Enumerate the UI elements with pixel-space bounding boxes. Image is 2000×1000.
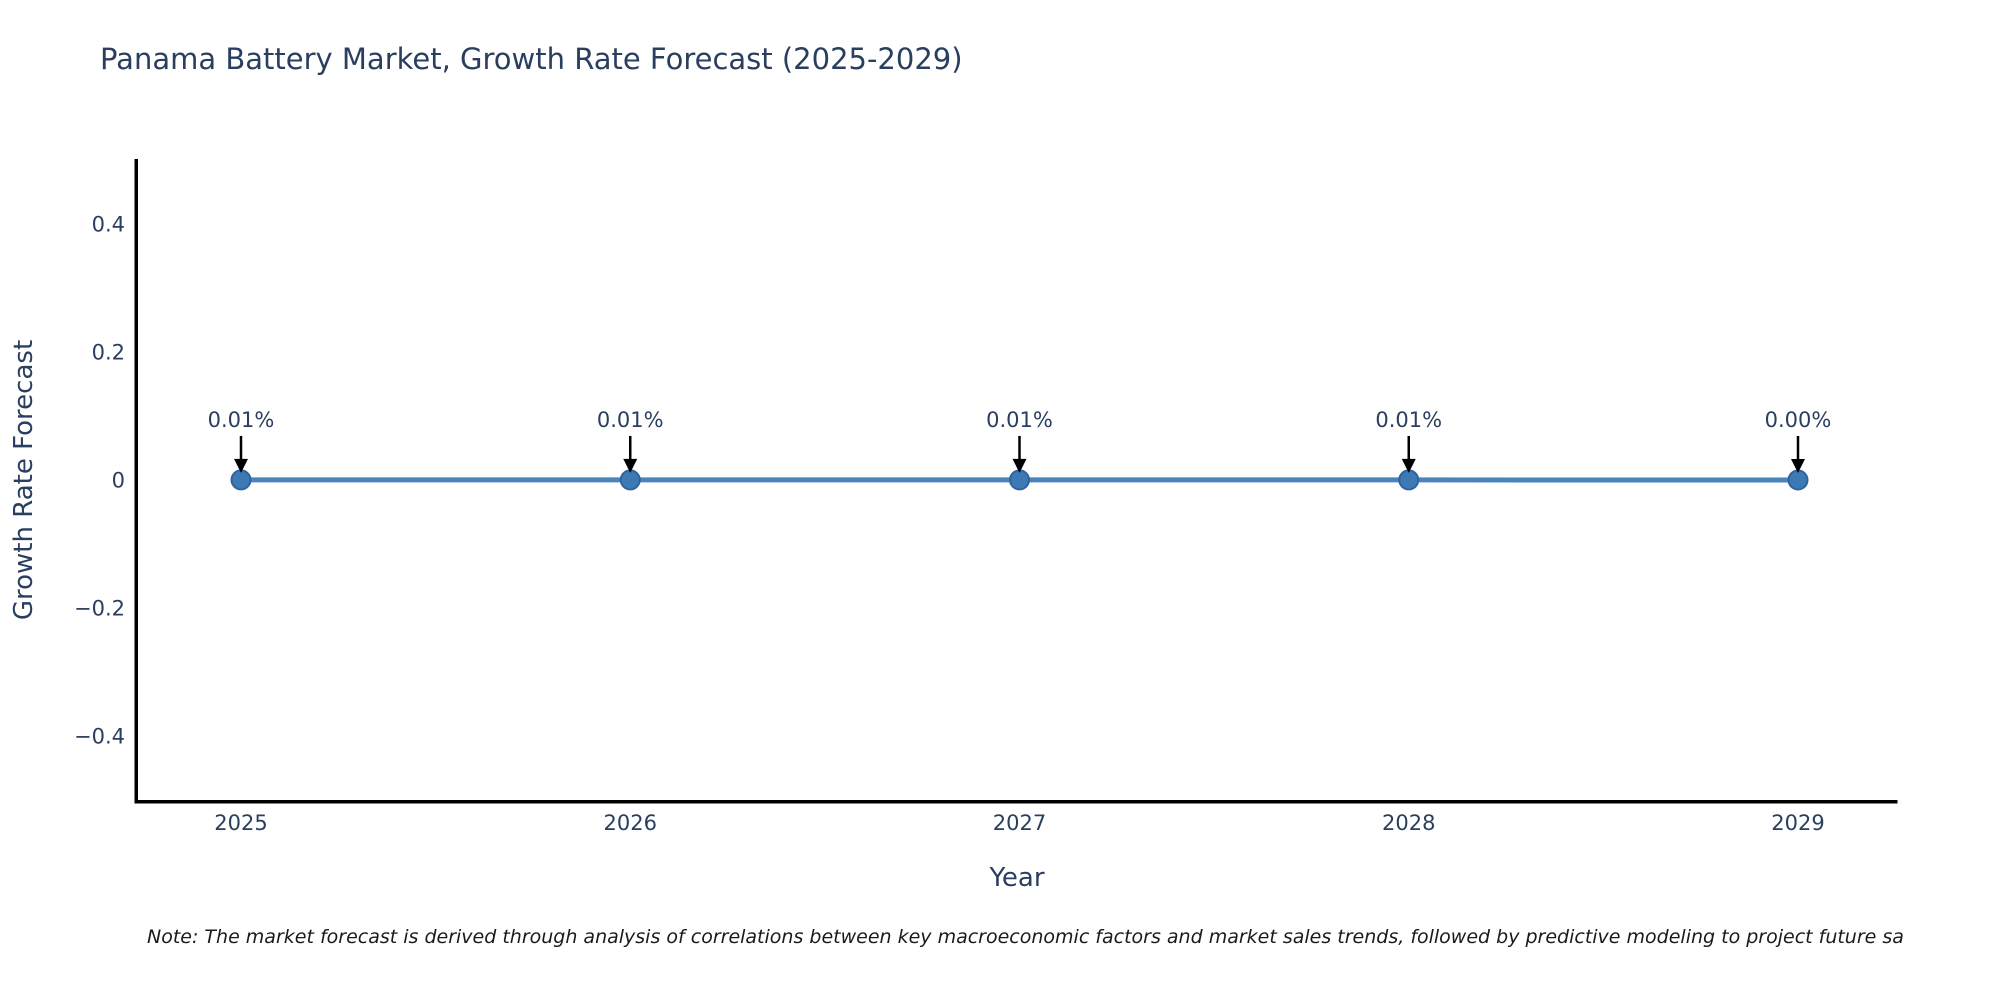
point-value-label: 0.01%	[208, 408, 275, 432]
annotation-arrow-head	[1401, 458, 1416, 473]
y-axis-line	[134, 159, 138, 804]
data-point-2028	[1398, 469, 1420, 491]
data-point-2025	[230, 469, 252, 491]
footnote: Note: The market forecast is derived thr…	[147, 926, 1904, 948]
y-tick-label: 0	[112, 469, 125, 493]
y-tick-labels: 0.4 0.2 0 −0.2 −0.4	[74, 213, 125, 749]
y-tick-label: −0.4	[74, 725, 125, 749]
x-tick-label: 2027	[993, 811, 1046, 835]
x-tick-label: 2025	[214, 811, 267, 835]
point-value-label: 0.00%	[1765, 408, 1832, 432]
annotation-arrow-head	[1791, 459, 1805, 473]
point-annotations: 0.01% 0.01% 0.01% 0.01% 0.00%	[208, 408, 1832, 473]
x-tick-label: 2029	[1771, 811, 1824, 835]
x-tick-label: 2026	[604, 811, 657, 835]
x-axis-title: Year	[988, 863, 1044, 893]
point-value-label: 0.01%	[986, 408, 1053, 432]
data-point-2026	[619, 469, 641, 491]
point-value-label: 0.01%	[597, 408, 664, 432]
y-axis-title: Growth Rate Forecast	[9, 340, 39, 620]
chart-title: Panama Battery Market, Growth Rate Forec…	[100, 42, 963, 76]
y-tick-label: 0.4	[92, 213, 125, 237]
annotation-arrow-head	[623, 458, 638, 473]
line-series	[230, 469, 1809, 491]
x-tick-label: 2028	[1382, 811, 1435, 835]
data-point-2027	[1009, 469, 1030, 491]
annotation-arrow-head	[234, 458, 248, 473]
y-tick-label: −0.2	[74, 597, 125, 621]
x-tick-labels: 2025 2026 2027 2028 2029	[214, 811, 1824, 835]
annotation-arrow-head	[1012, 458, 1027, 473]
point-value-label: 0.01%	[1375, 408, 1442, 432]
data-point-2029	[1787, 469, 1809, 491]
y-tick-label: 0.2	[92, 341, 125, 365]
x-axis-line	[134, 800, 1898, 804]
